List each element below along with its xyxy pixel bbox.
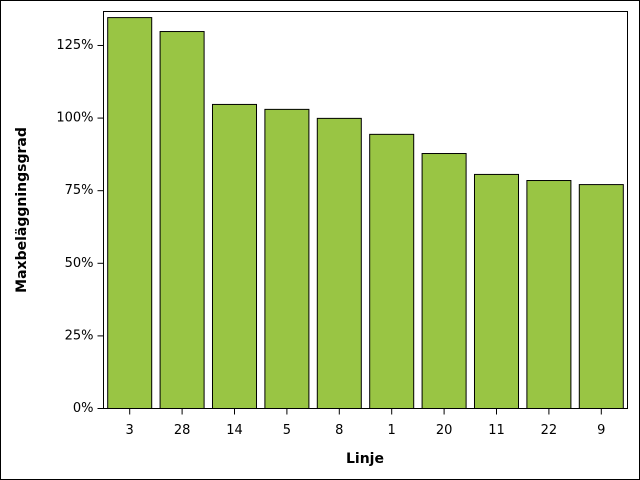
x-tick-label: 9 bbox=[597, 423, 605, 438]
x-tick-label: 22 bbox=[541, 423, 558, 438]
x-tick-label: 5 bbox=[283, 423, 291, 438]
y-tick-label: 125% bbox=[56, 38, 93, 53]
y-tick-label: 0% bbox=[73, 401, 94, 416]
y-tick-label: 100% bbox=[56, 111, 93, 126]
bar bbox=[526, 180, 572, 409]
bar bbox=[211, 103, 258, 409]
x-tick-label: 28 bbox=[174, 423, 191, 438]
bar bbox=[316, 117, 362, 409]
x-tick-label: 1 bbox=[388, 423, 396, 438]
plot-area bbox=[103, 11, 628, 409]
x-tick-label: 8 bbox=[335, 423, 343, 438]
y-tick-label: 25% bbox=[65, 328, 94, 343]
bar bbox=[264, 108, 310, 410]
y-tick-label: 50% bbox=[65, 256, 94, 271]
x-tick-label: 14 bbox=[226, 423, 243, 438]
x-tick-label: 3 bbox=[126, 423, 134, 438]
y-tick-label: 75% bbox=[65, 183, 94, 198]
x-axis-label: Linje bbox=[346, 451, 384, 467]
bar bbox=[159, 31, 205, 410]
bar bbox=[369, 133, 415, 409]
bar bbox=[473, 173, 520, 409]
y-axis-label: Maxbeläggningsgrad bbox=[14, 127, 30, 293]
bar bbox=[421, 153, 467, 409]
bar bbox=[107, 17, 153, 410]
x-tick-label: 20 bbox=[436, 423, 453, 438]
x-tick-label: 11 bbox=[488, 423, 505, 438]
bar bbox=[578, 184, 624, 409]
